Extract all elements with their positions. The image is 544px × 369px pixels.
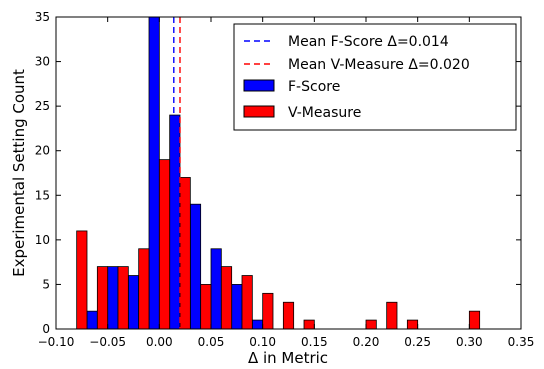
bar-v-measure-14 [365,319,377,330]
legend: Mean F-Score Δ=0.014 Mean V-Measure Δ=0.… [233,23,517,131]
x-tick-label: 0.20 [353,335,380,349]
bar-v-measure-2 [117,266,129,330]
bar-f-score-7 [210,248,222,330]
bar-f-score-6 [189,203,202,330]
bar-f-score-5 [169,114,181,330]
legend-label-fscore: F-Score [288,79,340,95]
y-tick-label: 15 [35,188,50,202]
y-tick-label: 0 [42,322,50,336]
bar-v-measure-4 [158,159,171,330]
x-tick-label: 0.25 [404,335,431,349]
x-tick-label: −0.10 [38,335,75,349]
x-tick-label: 0.15 [301,335,328,349]
y-tick-label: 25 [35,99,50,113]
bar-f-score-4 [148,16,160,330]
bar-f-score-1 [86,310,98,330]
x-tick-label: 0.05 [198,335,225,349]
bar-f-score-8 [231,284,243,330]
bar-f-score-2 [107,266,119,330]
x-tick-label: 0.10 [249,335,276,349]
y-tick-label: 20 [35,144,50,158]
bar-v-measure-0 [76,230,88,330]
legend-label-mean-fscore: Mean F-Score Δ=0.014 [288,34,449,50]
y-tick-label: 5 [42,277,50,291]
bar-f-score-9 [251,319,264,330]
bar-v-measure-16 [406,319,419,330]
bar-v-measure-15 [386,301,398,330]
y-axis-ticks: 0 5 10 15 20 25 30 35 [35,10,521,336]
legend-label-mean-vmeasure: Mean V-Measure Δ=0.020 [288,57,470,73]
x-axis-label: Δ in Metric [248,349,328,367]
x-axis-ticks: −0.10 −0.05 0.00 0.05 0.10 0.15 0.20 0.25 0.30 0.… [38,17,535,349]
legend-frame [233,23,517,131]
x-tick-label: −0.05 [89,335,126,349]
bar-v-measure-3 [138,248,150,330]
y-axis-label: Experimental Setting Count [10,69,28,277]
y-tick-label: 35 [35,10,50,24]
bar-v-measure-10 [282,301,295,330]
x-tick-label: 0.35 [508,335,535,349]
legend-label-vmeasure: V-Measure [288,105,361,121]
bar-v-measure-9 [262,292,274,330]
plot-bars [76,16,481,330]
x-tick-label: 0.30 [456,335,483,349]
bar-f-score-3 [127,275,140,330]
y-tick-label: 10 [35,233,50,247]
bar-v-measure-5 [179,177,191,330]
plot-frame [55,16,522,330]
legend-swatch-fscore [243,79,275,92]
bar-v-measure-11 [303,319,315,330]
mean-lines [173,17,181,329]
bar-v-measure-19 [468,310,481,330]
legend-swatch-vmeasure [243,105,275,118]
bar-v-measure-7 [220,266,233,330]
y-tick-label: 30 [35,55,50,69]
bar-v-measure-8 [241,275,253,330]
x-tick-label: 0.00 [146,335,173,349]
bar-v-measure-1 [96,266,109,330]
bar-v-measure-6 [200,284,212,330]
